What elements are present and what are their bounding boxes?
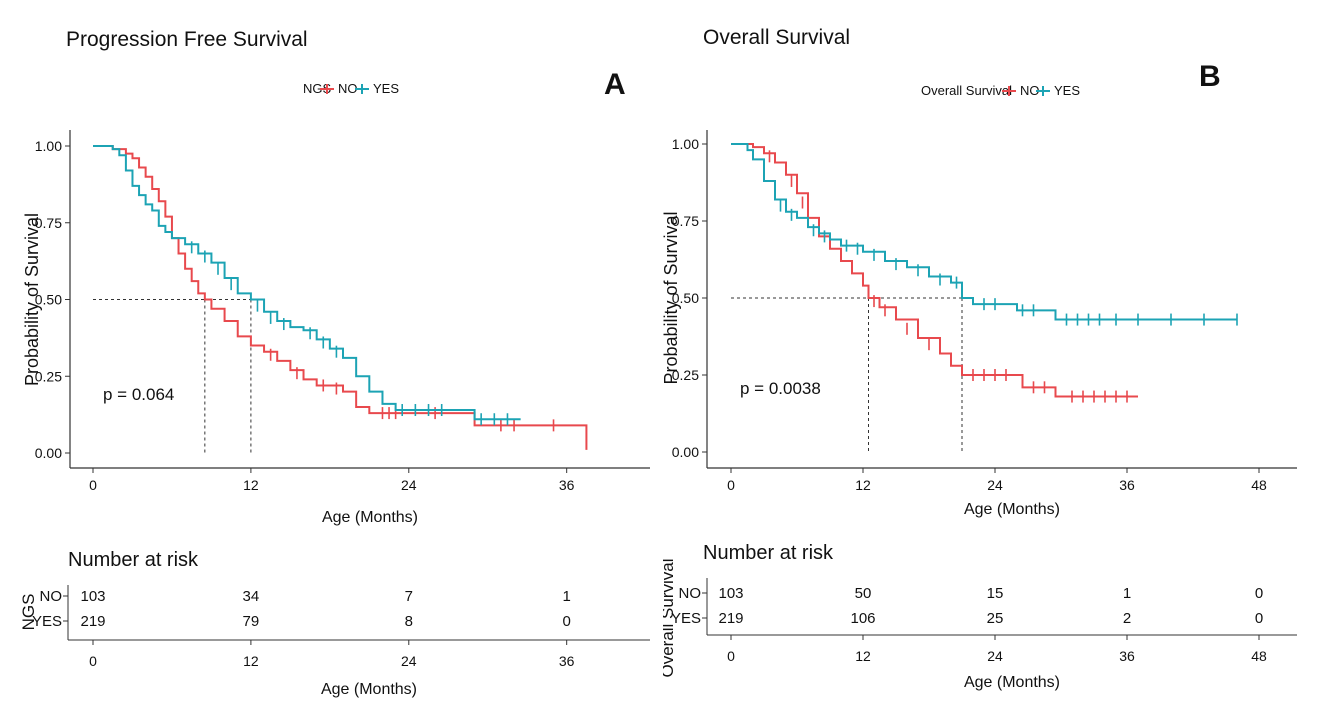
risk-count: 15 <box>987 585 1004 602</box>
x-tick-label: 12 <box>855 477 871 493</box>
x-tick-label: 48 <box>1251 477 1267 493</box>
y-tick-label: 0.00 <box>672 444 699 460</box>
legend-item-yes: YES <box>355 81 399 96</box>
risk-count: 0 <box>563 613 571 630</box>
risk-x-axis-label: Age (Months) <box>964 674 1060 691</box>
legend: Overall Survival NO YES <box>921 83 1080 98</box>
risk-count: 8 <box>405 613 413 630</box>
chart-title: Progression Free Survival <box>66 28 308 51</box>
y-tick-label: 0.75 <box>672 213 699 229</box>
x-tick-label: 0 <box>727 477 735 493</box>
legend-title: NGS <box>303 81 332 96</box>
y-tick-label: 0.50 <box>35 292 62 308</box>
x-axis-label: Age (Months) <box>964 501 1060 518</box>
risk-count: 0 <box>1255 585 1263 602</box>
risk-x-axis-label: Age (Months) <box>321 681 417 698</box>
risk-count: 219 <box>718 610 743 627</box>
risk-table-title: Number at risk <box>68 549 199 571</box>
legend-label-yes: YES <box>1054 83 1080 98</box>
risk-y-axis-label: Overall Survival <box>663 558 677 677</box>
risk-x-tick-label: 0 <box>89 653 97 669</box>
panel-a-progression-free-survival: Progression Free Survival A NGS NO YES 0.00 0.… <box>0 0 663 712</box>
chart-title: Overall Survival <box>703 26 850 49</box>
legend-item-no: NO <box>1002 83 1040 98</box>
y-tick-label: 0.25 <box>35 368 62 384</box>
risk-count: 25 <box>987 610 1004 627</box>
risk-count: 1 <box>563 588 571 605</box>
risk-x-tick-label: 12 <box>243 653 259 669</box>
legend-label-yes: YES <box>373 81 399 96</box>
risk-y-axis-label: NGS <box>19 594 38 631</box>
risk-x-tick-label: 48 <box>1251 648 1267 664</box>
x-axis-label: Age (Months) <box>322 509 418 526</box>
risk-group-label-yes: YES <box>671 610 701 627</box>
x-tick-label: 0 <box>89 477 97 493</box>
legend-label-no: NO <box>338 81 358 96</box>
legend-item-yes: YES <box>1036 83 1080 98</box>
survival-curve-yes <box>731 143 1237 321</box>
risk-group-label-no: NO <box>40 588 63 605</box>
y-tick-label: 0.50 <box>672 290 699 306</box>
y-tick-label: 0.00 <box>35 445 62 461</box>
risk-count: 50 <box>855 585 872 602</box>
risk-x-tick-label: 0 <box>727 648 735 664</box>
y-axis-label: Probability of Survival <box>663 211 681 384</box>
legend-item-no: NO <box>320 81 358 96</box>
risk-group-label-no: NO <box>679 585 702 602</box>
risk-x-tick-label: 12 <box>855 648 871 664</box>
panel-letter: A <box>604 68 626 101</box>
x-tick-label: 24 <box>401 477 417 493</box>
risk-count: 7 <box>405 588 413 605</box>
survival-curve-yes <box>93 145 521 421</box>
risk-count: 106 <box>850 610 875 627</box>
risk-count: 219 <box>80 613 105 630</box>
risk-x-tick-label: 24 <box>987 648 1003 664</box>
x-tick-label: 36 <box>559 477 575 493</box>
risk-count: 103 <box>718 585 743 602</box>
risk-x-tick-label: 24 <box>401 653 417 669</box>
survival-curve-no <box>93 145 588 450</box>
survival-curve-no <box>731 143 1138 398</box>
y-tick-label: 1.00 <box>672 136 699 152</box>
risk-count: 2 <box>1123 610 1131 627</box>
risk-x-tick-label: 36 <box>559 653 575 669</box>
risk-table-title: Number at risk <box>703 542 834 564</box>
risk-count: 34 <box>243 588 260 605</box>
legend-title: Overall Survival <box>921 83 1012 98</box>
p-value: p = 0.064 <box>103 385 174 404</box>
panel-b-overall-survival: Overall Survival B Overall Survival NO YES 0.… <box>663 0 1327 712</box>
y-tick-label: 0.75 <box>35 215 62 231</box>
x-tick-label: 12 <box>243 477 259 493</box>
risk-count: 0 <box>1255 610 1263 627</box>
x-tick-label: 36 <box>1119 477 1135 493</box>
risk-x-tick-label: 36 <box>1119 648 1135 664</box>
legend-label-no: NO <box>1020 83 1040 98</box>
risk-count: 79 <box>243 613 260 630</box>
y-tick-label: 1.00 <box>35 138 62 154</box>
p-value: p = 0.0038 <box>740 379 821 398</box>
risk-count: 1 <box>1123 585 1131 602</box>
x-tick-label: 24 <box>987 477 1003 493</box>
risk-group-label-yes: YES <box>32 613 62 630</box>
y-tick-label: 0.25 <box>672 367 699 383</box>
y-axis-label: Probability of Survival <box>22 213 42 386</box>
risk-count: 103 <box>80 588 105 605</box>
legend: NGS NO YES <box>303 81 399 96</box>
panel-letter: B <box>1199 60 1221 93</box>
